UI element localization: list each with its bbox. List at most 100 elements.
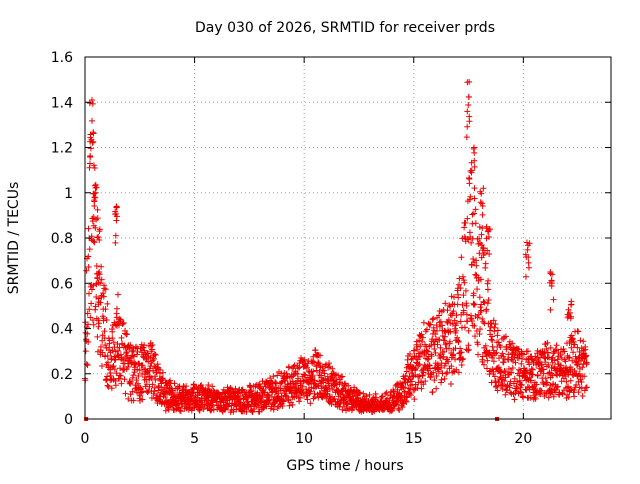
data-point bbox=[553, 342, 560, 349]
data-point bbox=[297, 394, 304, 401]
data-point bbox=[554, 383, 561, 390]
data-point bbox=[129, 352, 136, 359]
data-point bbox=[328, 401, 335, 408]
data-point bbox=[87, 314, 94, 321]
y-tick-label: 0.8 bbox=[51, 231, 73, 247]
data-point bbox=[455, 337, 462, 344]
data-point bbox=[487, 323, 494, 330]
data-point bbox=[171, 380, 178, 387]
data-point bbox=[296, 398, 303, 405]
data-point bbox=[324, 388, 331, 395]
data-point bbox=[471, 333, 478, 340]
data-point bbox=[124, 352, 131, 359]
data-point bbox=[447, 328, 454, 335]
data-point bbox=[441, 333, 448, 340]
data-point bbox=[493, 349, 500, 356]
x-tick-label: 10 bbox=[295, 431, 313, 447]
data-point bbox=[573, 381, 580, 388]
data-point bbox=[499, 386, 506, 393]
data-point bbox=[93, 262, 100, 269]
data-point bbox=[130, 347, 137, 354]
data-point bbox=[433, 372, 440, 379]
grid-lines bbox=[85, 57, 611, 419]
data-point bbox=[87, 153, 94, 160]
data-point bbox=[85, 225, 92, 232]
data-point bbox=[379, 393, 386, 400]
data-point bbox=[502, 333, 509, 340]
data-point bbox=[494, 332, 501, 339]
data-point bbox=[483, 306, 490, 313]
data-point bbox=[209, 383, 216, 390]
data-point bbox=[321, 370, 328, 377]
data-point bbox=[495, 379, 502, 386]
data-point bbox=[437, 344, 444, 351]
data-point bbox=[441, 327, 448, 334]
data-point bbox=[449, 320, 456, 327]
data-point bbox=[100, 315, 107, 322]
data-point bbox=[479, 211, 486, 218]
data-point bbox=[110, 339, 117, 346]
data-point bbox=[477, 276, 484, 283]
data-point bbox=[426, 361, 433, 368]
data-point bbox=[140, 344, 147, 351]
data-point bbox=[464, 215, 471, 222]
data-point bbox=[474, 314, 481, 321]
data-point bbox=[313, 367, 320, 374]
data-point bbox=[567, 377, 574, 384]
data-point bbox=[360, 408, 367, 415]
data-point bbox=[415, 373, 422, 380]
y-axis-label: SRMTID / TECUs bbox=[6, 182, 22, 295]
data-point bbox=[394, 386, 401, 393]
data-point bbox=[309, 372, 316, 379]
data-point bbox=[517, 381, 524, 388]
data-point bbox=[467, 193, 474, 200]
data-point bbox=[498, 368, 505, 375]
data-point bbox=[455, 369, 462, 376]
data-point bbox=[490, 358, 497, 365]
data-point bbox=[559, 390, 566, 397]
data-point bbox=[402, 372, 409, 379]
data-point bbox=[131, 359, 138, 366]
data-point bbox=[202, 389, 209, 396]
data-point bbox=[96, 236, 103, 243]
data-point bbox=[130, 372, 137, 379]
y-tick-label: 1.4 bbox=[51, 95, 73, 111]
data-point bbox=[109, 347, 116, 354]
data-point bbox=[468, 159, 475, 166]
data-point bbox=[492, 321, 499, 328]
data-point bbox=[520, 351, 527, 358]
data-point bbox=[118, 334, 125, 341]
data-point bbox=[109, 335, 116, 342]
data-point bbox=[490, 317, 497, 324]
data-point bbox=[326, 360, 333, 367]
data-point bbox=[161, 391, 168, 398]
data-point bbox=[148, 375, 155, 382]
data-point bbox=[315, 360, 322, 367]
data-point bbox=[533, 381, 540, 388]
data-point bbox=[445, 316, 452, 323]
data-point bbox=[495, 339, 502, 346]
data-point bbox=[291, 383, 298, 390]
data-point bbox=[476, 331, 483, 338]
data-point bbox=[149, 341, 156, 348]
data-point bbox=[567, 309, 574, 316]
data-point bbox=[283, 370, 290, 377]
data-point bbox=[112, 239, 119, 246]
data-point bbox=[447, 380, 454, 387]
data-point bbox=[98, 362, 105, 369]
data-point bbox=[478, 190, 485, 197]
data-point bbox=[545, 394, 552, 401]
data-point bbox=[416, 337, 423, 344]
data-point bbox=[304, 364, 311, 371]
data-point bbox=[91, 197, 98, 204]
data-point bbox=[453, 320, 460, 327]
data-point bbox=[111, 353, 118, 360]
data-point bbox=[183, 383, 190, 390]
data-point bbox=[485, 277, 492, 284]
data-point bbox=[484, 280, 491, 287]
data-point bbox=[112, 382, 119, 389]
data-point bbox=[322, 361, 329, 368]
y-tick-label: 0.4 bbox=[51, 322, 73, 338]
data-point bbox=[456, 275, 463, 282]
